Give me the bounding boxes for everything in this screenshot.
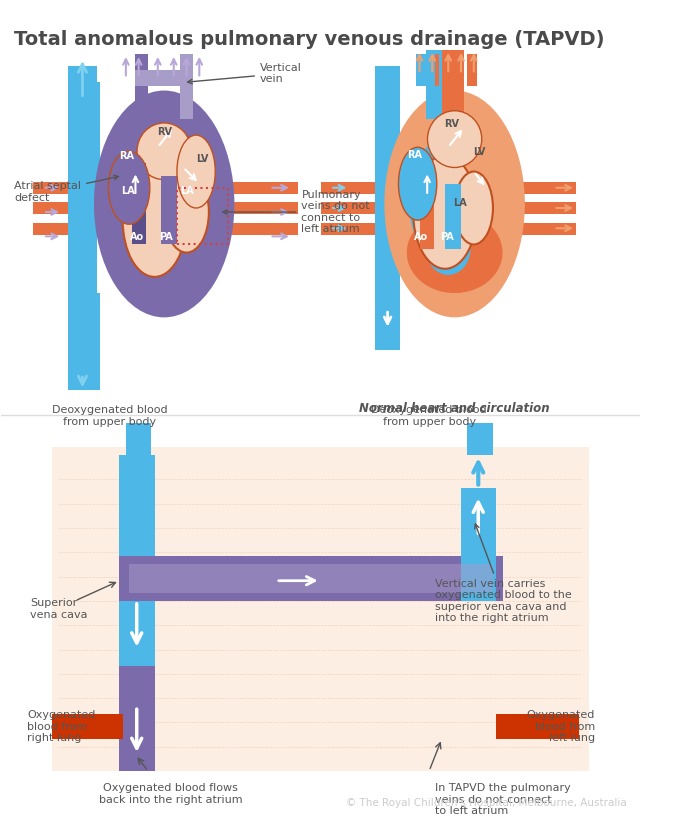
Bar bbox=[135, 54, 148, 119]
Bar bbox=[442, 54, 452, 87]
Bar bbox=[321, 182, 397, 194]
Bar bbox=[69, 66, 97, 325]
Text: Total anomalous pulmonary venous drainage (TAPVD): Total anomalous pulmonary venous drainag… bbox=[14, 30, 605, 49]
Bar bbox=[69, 317, 97, 391]
Ellipse shape bbox=[384, 91, 525, 317]
Ellipse shape bbox=[177, 135, 215, 208]
Ellipse shape bbox=[428, 110, 482, 167]
Bar bbox=[496, 714, 579, 738]
Bar bbox=[132, 163, 146, 245]
Ellipse shape bbox=[426, 222, 470, 275]
Text: Vertical
vein: Vertical vein bbox=[188, 63, 302, 84]
Ellipse shape bbox=[398, 147, 437, 220]
Bar bbox=[416, 54, 426, 87]
Bar bbox=[454, 54, 464, 87]
Bar bbox=[321, 203, 397, 214]
Text: Pulmonary
veins do not
connect to
left atrium: Pulmonary veins do not connect to left a… bbox=[223, 190, 370, 235]
Text: LA: LA bbox=[180, 186, 193, 196]
Text: PA: PA bbox=[159, 232, 173, 241]
Bar bbox=[321, 222, 397, 235]
Bar bbox=[468, 423, 493, 455]
Text: Ao: Ao bbox=[130, 232, 144, 242]
Bar bbox=[59, 714, 122, 738]
Text: PA: PA bbox=[440, 232, 454, 241]
Ellipse shape bbox=[94, 91, 235, 317]
Text: In TAPVD the pulmonary
veins do not connect
to left atrium: In TAPVD the pulmonary veins do not conn… bbox=[435, 784, 571, 817]
Ellipse shape bbox=[122, 216, 218, 297]
Text: © The Royal Children's Hospital, Melbourne, Australia: © The Royal Children's Hospital, Melbour… bbox=[346, 798, 627, 808]
Text: Atrial septal
defect: Atrial septal defect bbox=[14, 176, 118, 203]
Bar bbox=[120, 455, 155, 682]
Bar bbox=[75, 293, 100, 391]
Bar bbox=[426, 50, 442, 119]
Bar bbox=[505, 182, 576, 194]
Bar bbox=[426, 54, 435, 87]
Bar bbox=[505, 222, 576, 235]
Text: Superior
vena cava: Superior vena cava bbox=[30, 598, 88, 620]
Text: Oxygenated
blood from
left lung: Oxygenated blood from left lung bbox=[526, 710, 595, 743]
Bar bbox=[416, 54, 426, 87]
Bar bbox=[222, 203, 298, 214]
Text: LA: LA bbox=[453, 198, 467, 208]
Bar bbox=[429, 54, 439, 87]
Text: RV: RV bbox=[157, 127, 172, 137]
Bar bbox=[34, 182, 110, 194]
Bar bbox=[52, 714, 65, 738]
Ellipse shape bbox=[108, 152, 150, 224]
Ellipse shape bbox=[407, 212, 503, 293]
Text: Normal heart and circulation: Normal heart and circulation bbox=[359, 402, 550, 415]
Text: Deoxygenated blood
from upper body: Deoxygenated blood from upper body bbox=[52, 405, 168, 427]
Bar bbox=[468, 54, 477, 87]
Text: Deoxygenated blood
from upper body: Deoxygenated blood from upper body bbox=[371, 405, 487, 427]
Ellipse shape bbox=[454, 171, 493, 245]
Ellipse shape bbox=[413, 156, 477, 269]
Bar bbox=[374, 66, 400, 349]
Bar bbox=[75, 82, 100, 228]
Bar bbox=[222, 222, 298, 235]
Bar bbox=[505, 203, 576, 214]
Text: RV: RV bbox=[444, 119, 459, 129]
Bar bbox=[222, 182, 298, 194]
Bar bbox=[161, 176, 177, 245]
Bar bbox=[180, 54, 193, 119]
Bar bbox=[120, 666, 155, 771]
Ellipse shape bbox=[122, 163, 186, 277]
Text: LA: LA bbox=[121, 186, 134, 196]
Ellipse shape bbox=[164, 171, 209, 253]
Bar bbox=[461, 488, 496, 601]
Bar bbox=[126, 423, 151, 455]
Bar bbox=[442, 50, 464, 119]
Bar bbox=[419, 176, 433, 249]
Bar bbox=[129, 564, 493, 592]
Text: RA: RA bbox=[407, 150, 422, 160]
Text: LV: LV bbox=[196, 154, 209, 164]
Text: Ao: Ao bbox=[414, 232, 428, 241]
Text: Oxygenated blood flows
back into the right atrium: Oxygenated blood flows back into the rig… bbox=[99, 784, 242, 805]
Bar bbox=[177, 188, 228, 245]
Bar bbox=[34, 222, 110, 235]
Bar bbox=[445, 184, 461, 249]
Text: LV: LV bbox=[473, 147, 485, 157]
Text: Vertical vein carries
oxygenated blood to the
superior vena cava and
into the ri: Vertical vein carries oxygenated blood t… bbox=[435, 524, 572, 624]
Bar bbox=[120, 556, 503, 601]
Bar bbox=[52, 447, 589, 771]
Bar bbox=[34, 203, 110, 214]
Ellipse shape bbox=[409, 143, 466, 256]
Ellipse shape bbox=[137, 123, 191, 180]
Text: RA: RA bbox=[119, 152, 134, 162]
Text: Oxygenated
blood from
right lung: Oxygenated blood from right lung bbox=[27, 710, 95, 743]
Bar bbox=[135, 70, 193, 87]
